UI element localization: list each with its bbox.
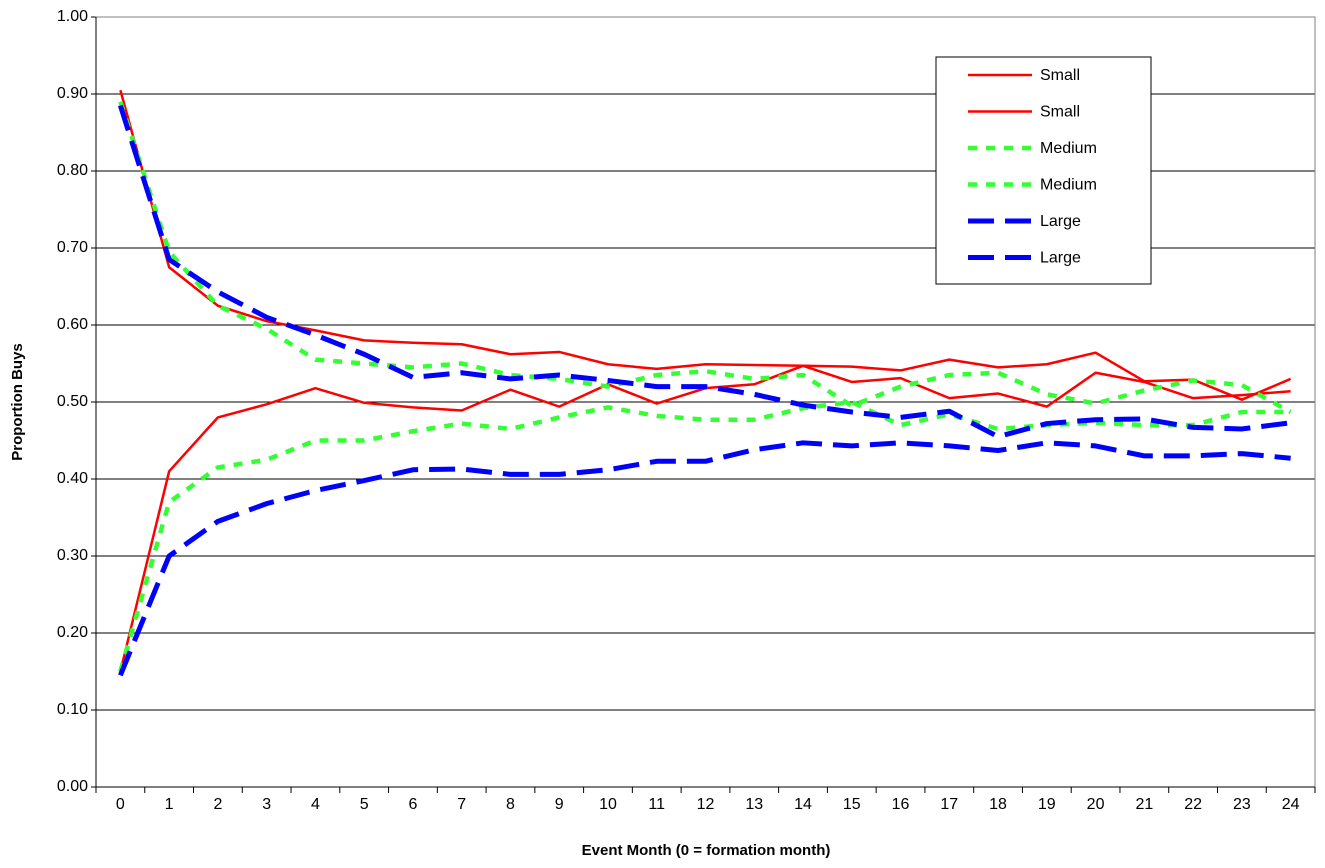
x-tick-label: 22: [1184, 796, 1202, 813]
legend-box: [935, 56, 1152, 285]
x-axis-title: Event Month (0 = formation month): [582, 842, 831, 859]
x-tick-label: 0: [116, 796, 125, 813]
legend-label: Small: [1040, 67, 1080, 84]
y-tick-label: 0.30: [57, 547, 88, 564]
x-tick-label: 23: [1233, 796, 1251, 813]
series-line: [119, 364, 1291, 672]
x-tick-label: 11: [648, 796, 665, 813]
x-tick-label: 17: [940, 796, 958, 813]
series-line: [118, 101, 1292, 414]
x-tick-label: 6: [408, 796, 417, 813]
x-tick-label: 10: [599, 796, 617, 813]
y-tick-label: 1.00: [57, 8, 88, 25]
y-tick-label: 0.20: [57, 624, 88, 641]
y-tick-label: 0.80: [57, 162, 88, 179]
x-tick-label: 8: [506, 796, 515, 813]
x-tick-label: 21: [1135, 796, 1153, 813]
series-line: [119, 89, 1292, 401]
x-tick-label: 13: [745, 796, 763, 813]
legend-label: Large: [1040, 213, 1081, 230]
x-tick-label: 9: [555, 796, 564, 813]
y-tick-label: 0.00: [57, 778, 88, 795]
x-tick-label: 24: [1282, 796, 1300, 813]
x-tick-label: 15: [843, 796, 861, 813]
x-tick-label: 3: [262, 796, 271, 813]
x-tick-label: 2: [213, 796, 222, 813]
x-tick-label: 19: [1038, 796, 1056, 813]
x-tick-label: 12: [697, 796, 715, 813]
series-line: [118, 399, 1291, 673]
x-tick-label: 1: [165, 796, 174, 813]
x-tick-label: 16: [892, 796, 910, 813]
series-line: [117, 104, 1291, 440]
y-tick-label: 0.50: [57, 393, 88, 410]
x-tick-label: 18: [989, 796, 1007, 813]
legend-label: Large: [1040, 250, 1081, 267]
y-axis-title: Proportion Buys: [9, 343, 26, 461]
x-tick-label: 5: [360, 796, 369, 813]
y-tick-label: 0.60: [57, 316, 88, 333]
legend-label: Medium: [1040, 140, 1097, 157]
y-tick-label: 0.70: [57, 239, 88, 256]
series-line: [118, 440, 1291, 677]
legend-label: Medium: [1040, 177, 1097, 194]
y-tick-label: 0.40: [57, 470, 88, 487]
legend-label: Small: [1040, 104, 1080, 121]
x-tick-label: 7: [457, 796, 466, 813]
y-tick-label: 0.90: [57, 85, 88, 102]
y-tick-label: 0.10: [57, 701, 88, 718]
x-tick-label: 14: [794, 796, 812, 813]
x-tick-label: 4: [311, 796, 320, 813]
x-tick-label: 20: [1087, 796, 1105, 813]
